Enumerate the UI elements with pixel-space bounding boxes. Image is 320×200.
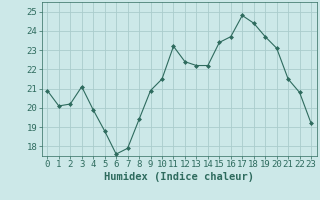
X-axis label: Humidex (Indice chaleur): Humidex (Indice chaleur)	[104, 172, 254, 182]
